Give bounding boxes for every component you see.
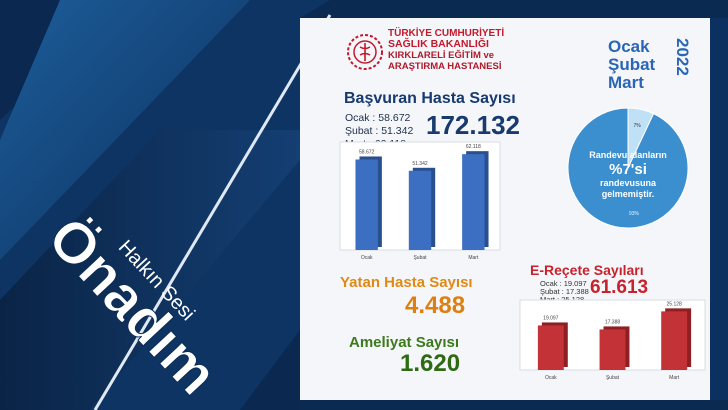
basvuran-line: Şubat : 51.342 <box>345 125 414 137</box>
logo-line-4: ARAŞTIRMA HASTANESİ <box>388 61 502 72</box>
month-mart: Mart <box>608 73 644 92</box>
basvuran-bar <box>462 154 485 250</box>
yatan-title: Yatan Hasta Sayısı <box>340 274 473 291</box>
erecete-tick-label: Ocak <box>545 375 557 381</box>
ameliyat-value: 1.620 <box>400 350 461 377</box>
logo-line-1: TÜRKİYE CUMHURİYETİ <box>388 28 505 39</box>
brand-logo-text: Önadım <box>35 205 230 407</box>
erecete-bar <box>537 325 564 370</box>
erecete-bar <box>599 329 626 370</box>
erecete-bar <box>661 311 688 370</box>
basvuran-data-label: 58.672 <box>359 149 375 155</box>
hospital-name: TÜRKİYE CUMHURİYETİ SAĞLIK BAKANLIĞI KIR… <box>388 28 504 72</box>
month-subat: Şubat <box>608 55 656 74</box>
erecete-data-label: 25.128 <box>667 301 683 307</box>
basvuran-data-label: 51.342 <box>412 161 428 167</box>
pie-caption-line-1: Randevu alanların <box>589 150 667 160</box>
erecete-tick-label: Mart <box>669 375 680 381</box>
pie-caption-line-3: gelmemiştir. <box>601 189 655 199</box>
basvuran-line: Ocak : 58.672 <box>345 112 411 124</box>
period-months: Ocak Şubat Mart <box>608 38 655 92</box>
erecete-line: Ocak : 19.097 <box>540 279 587 288</box>
erecete-data-label: 17.388 <box>605 319 621 325</box>
pie-slice-label: 93% <box>629 211 640 217</box>
erecete-line: Şubat : 17.388 <box>540 287 589 296</box>
ameliyat-title: Ameliyat Sayısı <box>349 334 460 351</box>
basvuran-bar <box>408 170 432 250</box>
erecete-tick-label: Şubat <box>606 375 620 381</box>
erecete-title: E-Reçete Sayıları <box>530 262 644 278</box>
period-year: 2022 <box>673 38 692 76</box>
basvuran-tick-label: Ocak <box>361 255 373 261</box>
basvuran-total: 172.132 <box>426 110 520 140</box>
basvuran-title: Başvuran Hasta Sayısı <box>344 90 516 107</box>
ministry-emblem-icon <box>347 34 383 70</box>
basvuran-tick-label: Şubat <box>413 255 427 261</box>
logo-line-2: SAĞLIK BAKANLIĞI <box>388 38 489 50</box>
basvuran-tick-label: Mart <box>468 255 479 261</box>
logo-line-3: KIRKLARELİ EĞİTİM ve <box>388 50 495 61</box>
basvuran-bar <box>355 159 378 250</box>
pie-slice-label: 7% <box>634 123 642 129</box>
erecete-total: 61.613 <box>590 277 649 298</box>
pie-caption-line-2: randevusuna <box>599 178 657 188</box>
basvuran-data-label: 62.118 <box>466 144 481 150</box>
erecete-data-label: 19.097 <box>543 315 559 321</box>
pie-caption-percent: %7'si <box>609 161 647 178</box>
month-ocak: Ocak <box>608 37 650 56</box>
yatan-value: 4.488 <box>405 292 466 319</box>
pie-caption: Randevu alanların %7'si randevusuna gelm… <box>567 150 689 200</box>
pie-slice <box>567 107 689 229</box>
